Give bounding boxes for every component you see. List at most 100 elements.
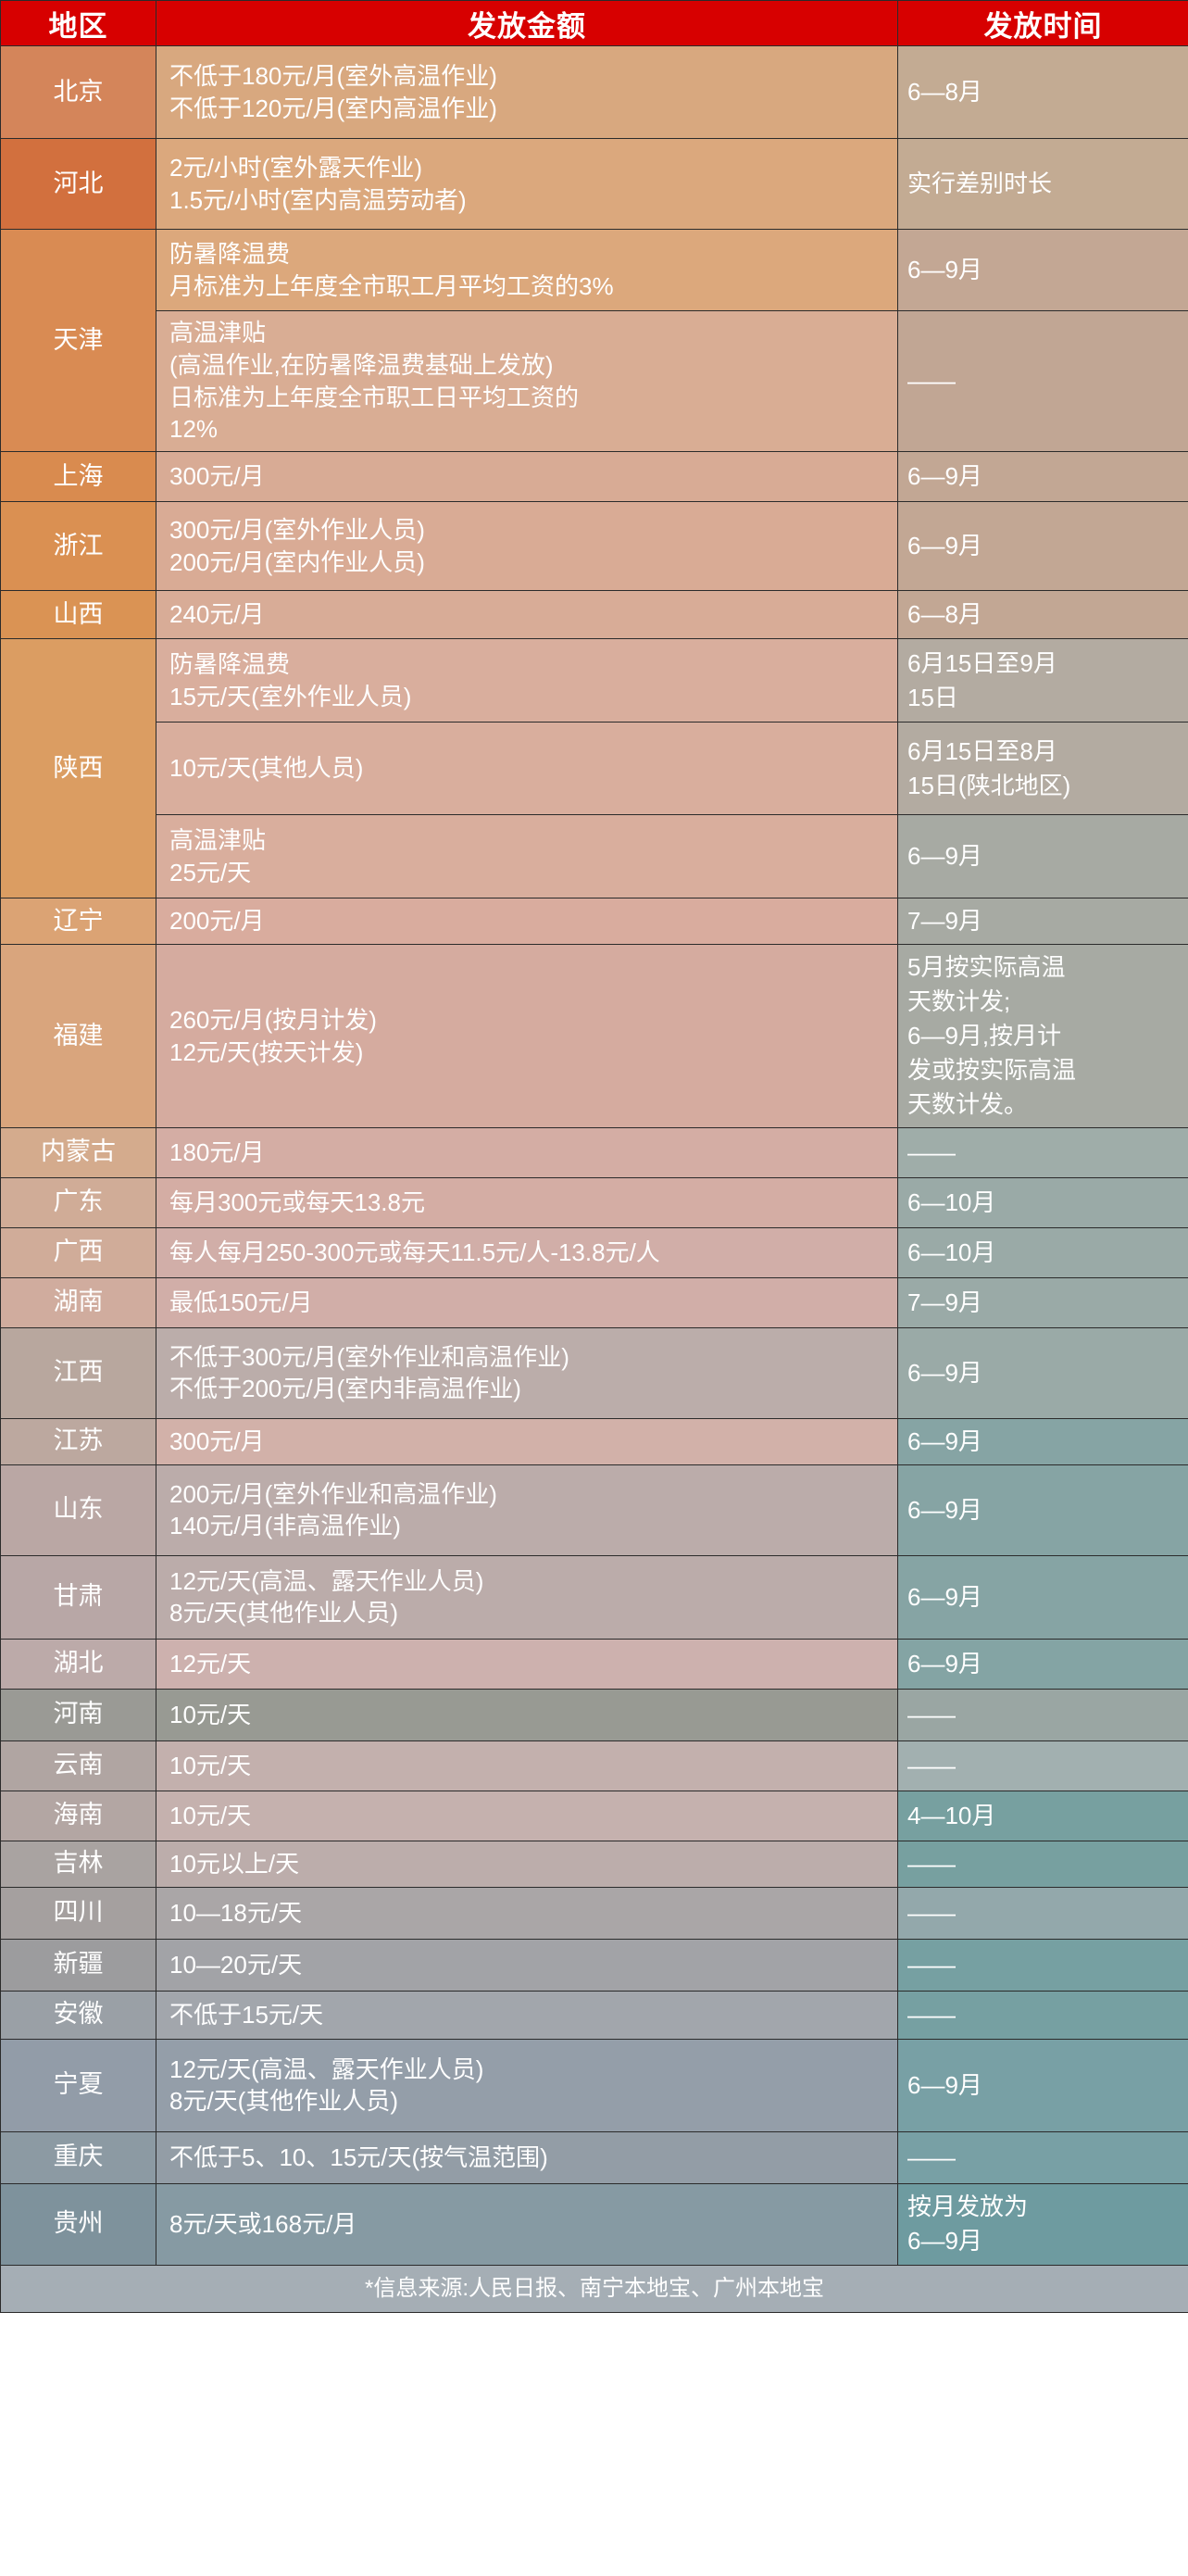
region-cell: 陕西 <box>0 638 156 899</box>
amount-cell: 不低于15元/天 <box>156 1990 898 2040</box>
time-cell: 实行差别时长 <box>897 138 1188 230</box>
amount-cell: 300元/月(室外作业人员) 200元/月(室内作业人员) <box>156 501 898 592</box>
time-cell: 5月按实际高温 天数计发; 6—9月,按月计 发或按实际高温 天数计发。 <box>897 944 1188 1128</box>
amount-cell: 200元/月(室外作业和高温作业) 140元/月(非高温作业) <box>156 1464 898 1556</box>
region-label: 辽宁 <box>53 906 104 935</box>
table-row: 河南 10元/天 —— <box>0 1688 1188 1741</box>
amount-text: 不低于180元/月(室外高温作业) 不低于120元/月(室内高温作业) <box>169 61 497 122</box>
region-label: 云南 <box>53 1751 104 1779</box>
region-cell: 安徽 <box>0 1990 156 2040</box>
high-temp-allowance-table: 地区 发放金额 发放时间 北京 不低于180元/月(室外高温作业) 不低于120元… <box>0 0 1188 2313</box>
amount-cell: 12元/天 <box>156 1638 898 1690</box>
region-label: 湖北 <box>53 1649 104 1678</box>
amount-cell: 260元/月(按月计发) 12元/天(按天计发) <box>156 944 898 1128</box>
time-text: 6—9月 <box>907 842 982 871</box>
amount-cell: 高温津贴 25元/天 <box>156 814 898 899</box>
amount-cell: 2元/小时(室外露天作业) 1.5元/小时(室内高温劳动者) <box>156 138 898 230</box>
amount-cell: 防暑降温费 15元/天(室外作业人员) <box>156 638 898 723</box>
time-cell: 6—9月 <box>897 2038 1188 2132</box>
time-cell: 7—9月 <box>897 1276 1188 1328</box>
time-cell: 6—9月 <box>897 1464 1188 1556</box>
amount-cell: 不低于5、10、15元/天(按气温范围) <box>156 2130 898 2184</box>
time-cell: 按月发放为 6—9月 <box>897 2182 1188 2266</box>
region-cell: 河北 <box>0 138 156 230</box>
table-row: 广东 每月300元或每天13.8元 6—10月 <box>0 1176 1188 1228</box>
header-row: 地区 发放金额 发放时间 <box>0 0 1188 46</box>
amount-cell: 10元/天 <box>156 1688 898 1741</box>
time-text: 4—10月 <box>907 1801 996 1829</box>
region-cell: 海南 <box>0 1790 156 1841</box>
region-label: 陕西 <box>53 753 104 782</box>
table-row: 海南 10元/天 4—10月 <box>0 1790 1188 1841</box>
time-text: —— <box>907 1751 956 1779</box>
time-text: 实行差别时长 <box>907 170 1053 198</box>
table-row: 10元/天(其他人员) 6月15日至8月 15日(陕北地区) <box>1 722 1188 816</box>
amount-text: 10元/天 <box>169 1751 252 1779</box>
amount-cell: 12元/天(高温、露天作业人员) 8元/天(其他作业人员) <box>156 1554 898 1640</box>
column-header-time: 发放时间 <box>897 0 1188 46</box>
region-cell: 云南 <box>0 1740 156 1791</box>
region-cell: 湖北 <box>0 1638 156 1690</box>
region-label: 湖南 <box>53 1288 104 1316</box>
time-text: 按月发放为 6—9月 <box>907 2193 1029 2256</box>
amount-text: 200元/月(室外作业和高温作业) 140元/月(非高温作业) <box>169 1479 497 1540</box>
table-row: 广西 每人每月250-300元或每天11.5元/人-13.8元/人 6—10月 <box>0 1226 1188 1278</box>
amount-cell: 10元/天 <box>156 1740 898 1791</box>
table-row: 宁夏 12元/天(高温、露天作业人员) 8元/天(其他作业人员) 6—9月 <box>0 2038 1188 2132</box>
time-text: 6—9月 <box>907 1495 982 1524</box>
amount-text: 高温津贴 25元/天 <box>169 825 267 886</box>
time-text: 7—9月 <box>907 907 982 936</box>
table-row: 北京 不低于180元/月(室外高温作业) 不低于120元/月(室内高温作业) 6—8… <box>0 45 1188 139</box>
table-row: 重庆 不低于5、10、15元/天(按气温范围) —— <box>0 2130 1188 2184</box>
time-cell: 6月15日至9月 15日 <box>897 638 1188 723</box>
region-label: 河南 <box>53 1700 104 1728</box>
amount-cell: 8元/天或168元/月 <box>156 2182 898 2266</box>
region-label: 天津 <box>53 325 104 354</box>
time-text: —— <box>907 367 956 396</box>
amount-cell: 10元/天 <box>156 1790 898 1841</box>
region-label: 江西 <box>53 1358 104 1387</box>
amount-cell: 高温津贴 (高温作业,在防暑降温费基础上发放) 日标准为上年度全市职工日平均工资… <box>156 309 898 453</box>
region-cell: 宁夏 <box>0 2038 156 2132</box>
time-cell: 6—8月 <box>897 590 1188 640</box>
column-header-amount: 发放金额 <box>156 0 898 46</box>
amount-cell: 10元以上/天 <box>156 1840 898 1888</box>
time-cell: —— <box>897 1886 1188 1940</box>
region-cell: 江苏 <box>0 1417 156 1465</box>
time-text: 6—10月 <box>907 1238 996 1266</box>
amount-text: 12元/天(高温、露天作业人员) 8元/天(其他作业人员) <box>169 1566 484 1627</box>
footnote-row: *信息来源:人民日报、南宁本地宝、广州本地宝 <box>0 2264 1188 2313</box>
amount-text: 12元/天(高温、露天作业人员) 8元/天(其他作业人员) <box>169 2055 484 2116</box>
amount-cell: 12元/天(高温、露天作业人员) 8元/天(其他作业人员) <box>156 2038 898 2132</box>
amount-text: 不低于5、10、15元/天(按气温范围) <box>169 2142 548 2171</box>
amount-text: 10元/天 <box>169 1700 252 1728</box>
region-label: 福建 <box>53 1021 104 1049</box>
amount-cell: 10—18元/天 <box>156 1886 898 1940</box>
time-cell: —— <box>897 2130 1188 2184</box>
amount-text: 10—18元/天 <box>169 1898 303 1927</box>
table-row: 高温津贴 25元/天 6—9月 <box>1 814 1188 899</box>
amount-text: 12元/天 <box>169 1649 252 1678</box>
table-head: 地区 发放金额 发放时间 <box>0 0 1188 46</box>
amount-text: 2元/小时(室外露天作业) 1.5元/小时(室内高温劳动者) <box>169 153 467 214</box>
table-row: 湖南 最低150元/月 7—9月 <box>0 1276 1188 1328</box>
time-cell: 6—10月 <box>897 1226 1188 1278</box>
amount-cell: 每人每月250-300元或每天11.5元/人-13.8元/人 <box>156 1226 898 1278</box>
region-cell: 天津 <box>0 228 156 453</box>
region-label: 山东 <box>53 1495 104 1524</box>
table-row: 江苏 300元/月 6—9月 <box>0 1417 1188 1465</box>
amount-cell: 最低150元/月 <box>156 1276 898 1328</box>
table-row: 江西 不低于300元/月(室外作业和高温作业) 不低于200元/月(室内非高温作业… <box>0 1326 1188 1419</box>
footnote-cell: *信息来源:人民日报、南宁本地宝、广州本地宝 <box>0 2264 1188 2313</box>
region-cell: 福建 <box>0 944 156 1128</box>
time-cell: —— <box>897 1990 1188 2040</box>
amount-text: 260元/月(按月计发) 12元/天(按天计发) <box>169 1005 377 1066</box>
amount-cell: 10元/天(其他人员) <box>156 722 898 816</box>
time-text: 6—9月 <box>907 1426 982 1455</box>
time-text: —— <box>907 1137 956 1166</box>
time-cell: 7—9月 <box>897 898 1188 946</box>
amount-cell: 10—20元/天 <box>156 1938 898 1992</box>
region-cell: 甘肃 <box>0 1554 156 1640</box>
time-cell: 4—10月 <box>897 1790 1188 1841</box>
amount-text: 180元/月 <box>169 1137 265 1166</box>
